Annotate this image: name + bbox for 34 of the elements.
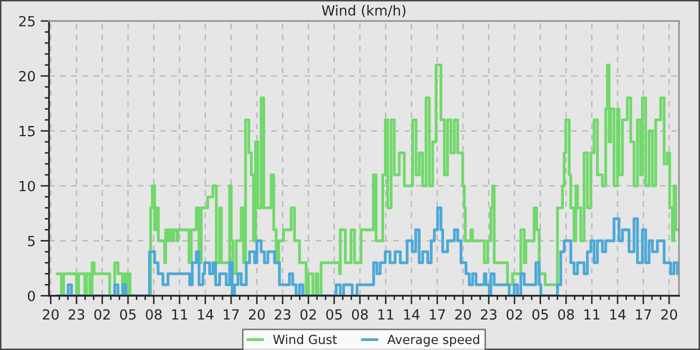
y-tick-label: 10 <box>20 180 35 192</box>
x-tick-label: 08 <box>352 309 368 320</box>
y-tick-label: 25 <box>19 16 35 26</box>
x-tick-label: 20 <box>455 309 471 320</box>
x-tick-label: 17 <box>224 309 239 320</box>
x-tick-label: 02 <box>300 309 316 320</box>
x-tick-label: 05 <box>532 309 548 320</box>
x-tick-label: 11 <box>584 309 600 320</box>
x-tick-label: 17 <box>636 309 652 320</box>
x-tick-label: 17 <box>430 309 445 320</box>
y-tick-label: 15 <box>20 126 35 136</box>
y-tick-label: 0 <box>28 290 35 302</box>
x-tick-label: 02 <box>506 309 522 320</box>
x-tick-label: 23 <box>68 309 84 320</box>
x-tick-label: 11 <box>172 309 188 320</box>
y-tick-label: 5 <box>28 236 35 246</box>
x-tick-label: 23 <box>274 309 290 320</box>
x-tick-label: 14 <box>404 309 420 320</box>
x-tick-label: 23 <box>480 309 496 320</box>
x-tick-label: 08 <box>146 309 162 320</box>
x-tick-label: 20 <box>661 309 678 320</box>
legend-label: Wind Gust <box>273 334 337 344</box>
x-tick-label: 02 <box>94 309 110 320</box>
chart-title: Wind (km/h) <box>322 4 406 18</box>
x-tick-label: 11 <box>378 309 394 320</box>
y-tick-label: 20 <box>19 70 35 82</box>
x-tick-label: 05 <box>326 309 342 320</box>
x-tick-label: 20 <box>42 309 59 320</box>
x-tick-label: 08 <box>558 309 574 320</box>
x-tick-label: 20 <box>249 309 265 320</box>
legend-label: Average speed <box>387 334 480 347</box>
x-tick-label: 05 <box>120 309 136 320</box>
x-tick-label: 14 <box>610 309 626 320</box>
x-tick-label: 14 <box>198 309 214 320</box>
